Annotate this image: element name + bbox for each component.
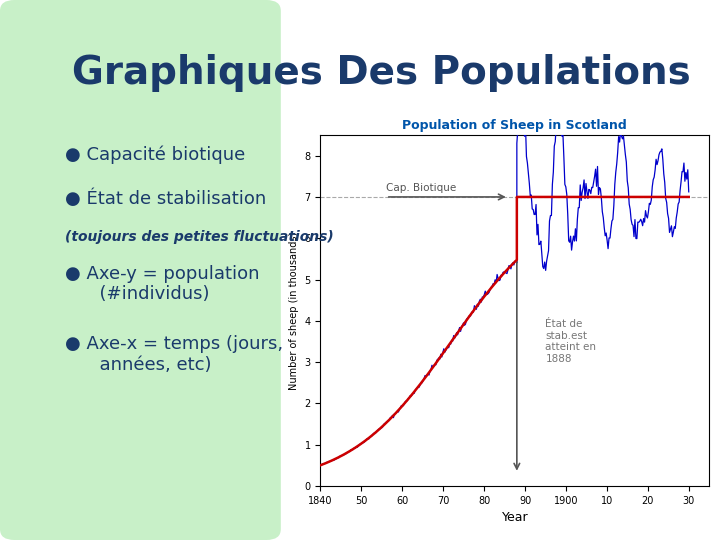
- FancyBboxPatch shape: [0, 0, 281, 540]
- Y-axis label: Number of sheep (in thousands): Number of sheep (in thousands): [289, 231, 299, 390]
- Text: ● Axe-y = population
      (#individus): ● Axe-y = population (#individus): [65, 265, 259, 303]
- Text: ● État de stabilisation: ● État de stabilisation: [65, 189, 266, 207]
- X-axis label: Year: Year: [502, 511, 528, 524]
- Text: ● Capacité biotique: ● Capacité biotique: [65, 146, 245, 164]
- Text: Cap. Biotique: Cap. Biotique: [386, 183, 456, 193]
- Text: Graphiques Des Populations: Graphiques Des Populations: [72, 54, 690, 92]
- Title: Population of Sheep in Scotland: Population of Sheep in Scotland: [402, 119, 627, 132]
- Text: ● Axe-x = temps (jours,
      années, etc): ● Axe-x = temps (jours, années, etc): [65, 335, 283, 374]
- Text: (toujours des petites fluctuations): (toujours des petites fluctuations): [65, 230, 333, 244]
- Text: État de
stab.est
atteint en
1888: État de stab.est atteint en 1888: [546, 319, 596, 364]
